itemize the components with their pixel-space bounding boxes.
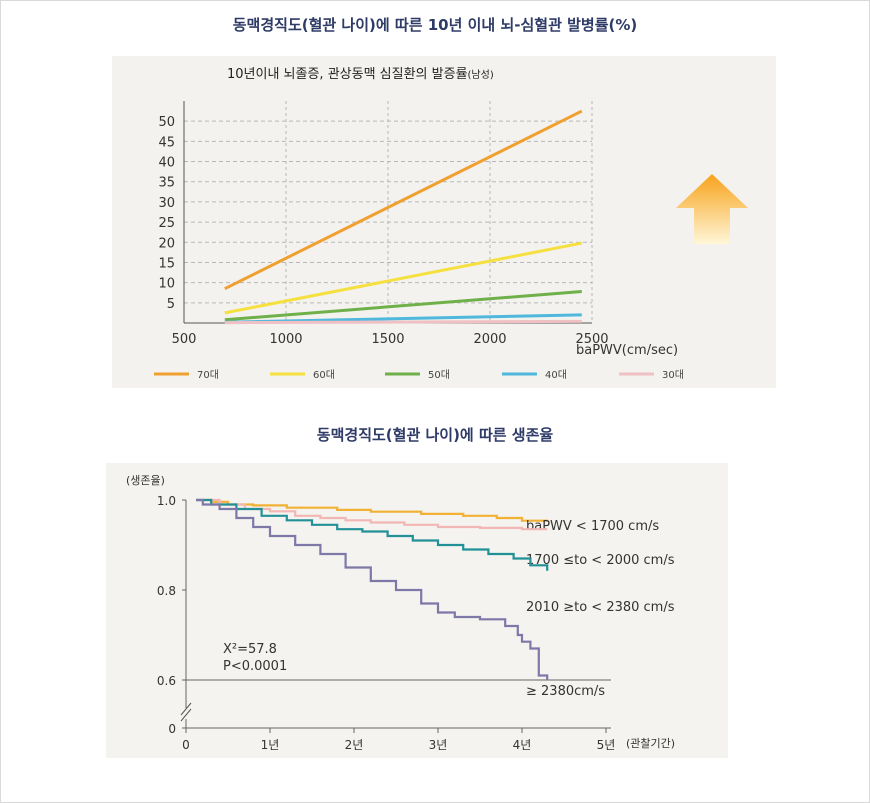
y-tick-label: 0.6 xyxy=(157,674,176,688)
y-tick-label: 30 xyxy=(158,196,175,211)
survival-curve-label: baPWV < 1700 cm/s xyxy=(526,519,659,534)
survival-chart: (생존율) 0 0.6 0.8 1.0 0 1년 2년 3년 4년 5년 (관찰기간) baPWV < … xyxy=(126,474,675,752)
y-tick-label: 10 xyxy=(158,277,175,292)
axis-break-mark xyxy=(180,702,192,716)
x-tick-label: 2000 xyxy=(473,332,506,347)
y-tick-label: 25 xyxy=(158,216,175,231)
x-tick-label: 1500 xyxy=(371,332,404,347)
y-tick-label: 35 xyxy=(158,176,175,191)
incidence-chart-heading: 동맥경직도(혈관 나이)에 따른 10년 이내 뇌-심혈관 발병률(%) xyxy=(232,16,638,34)
p-value-annotation: P<0.0001 xyxy=(223,659,287,674)
y-tick-label: 0.8 xyxy=(157,584,176,598)
survival-curve-3 xyxy=(196,498,549,680)
x-tick-label: 1000 xyxy=(269,332,302,347)
up-arrow-icon xyxy=(676,172,748,244)
y-tick-label: 40 xyxy=(158,156,175,171)
x-tick-label: 2년 xyxy=(345,738,364,752)
x-axis-label: baPWV(cm/sec) xyxy=(576,343,678,358)
survival-curve-label: 1700 ≤to < 2000 cm/s xyxy=(526,553,675,568)
series-line-2 xyxy=(224,290,582,322)
y-tick-label: 20 xyxy=(158,236,175,251)
y-tick-label: 50 xyxy=(158,115,175,130)
series-line-1 xyxy=(224,241,583,315)
series-line-0 xyxy=(224,109,583,291)
survival-curve-label: 2010 ≥to < 2380 cm/s xyxy=(526,600,675,615)
legend-label: 50대 xyxy=(428,369,450,381)
x-tick-label: 3년 xyxy=(429,738,448,752)
x-tick-label: 500 xyxy=(172,332,197,347)
survival-curve-2 xyxy=(196,498,549,571)
incidence-chart-panel: 10년이내 뇌졸증, 관상동맥 심질환의 발증률(남성) 5 10 15 20 25 30 3… xyxy=(112,56,776,388)
x-tick-label: 0 xyxy=(182,738,190,752)
y-tick-label: 0 xyxy=(168,722,176,736)
legend-label: 60대 xyxy=(313,369,335,381)
legend-label: 30대 xyxy=(662,369,684,381)
chi-square-annotation: X²=57.8 xyxy=(223,642,277,657)
y-tick-label: 5 xyxy=(167,297,175,312)
series-line-4 xyxy=(224,319,582,325)
y-tick-label: 15 xyxy=(158,256,175,271)
legend-label: 70대 xyxy=(197,369,219,381)
x-tick-label: 1년 xyxy=(261,738,280,752)
y-tick-label: 1.0 xyxy=(157,494,176,508)
survival-chart-panel: (생존율) 0 0.6 0.8 1.0 0 1년 2년 3년 4년 5년 (관찰기간) baPWV < … xyxy=(106,463,728,758)
incidence-chart-title-suffix: (남성) xyxy=(468,69,494,81)
incidence-chart: 10년이내 뇌졸증, 관상동맥 심질환의 발증률(남성) 5 10 15 20 25 30 3… xyxy=(154,67,684,381)
x-tick-label: 2500 xyxy=(575,332,608,347)
x-axis-label: (관찰기간) xyxy=(626,737,675,750)
survival-chart-heading: 동맥경직도(혈관 나이)에 따른 생존율 xyxy=(316,426,554,444)
axis-break-mark xyxy=(180,708,192,722)
x-tick-label: 4년 xyxy=(513,738,532,752)
legend-label: 40대 xyxy=(545,369,567,381)
survival-curve-label: ≥ 2380cm/s xyxy=(526,684,605,699)
incidence-chart-title: 10년이내 뇌졸증, 관상동맥 심질환의 발증률(남성) xyxy=(227,67,494,82)
y-tick-label: 45 xyxy=(158,135,175,150)
x-tick-label: 5년 xyxy=(597,738,616,752)
y-axis-label: (생존율) xyxy=(126,474,165,487)
